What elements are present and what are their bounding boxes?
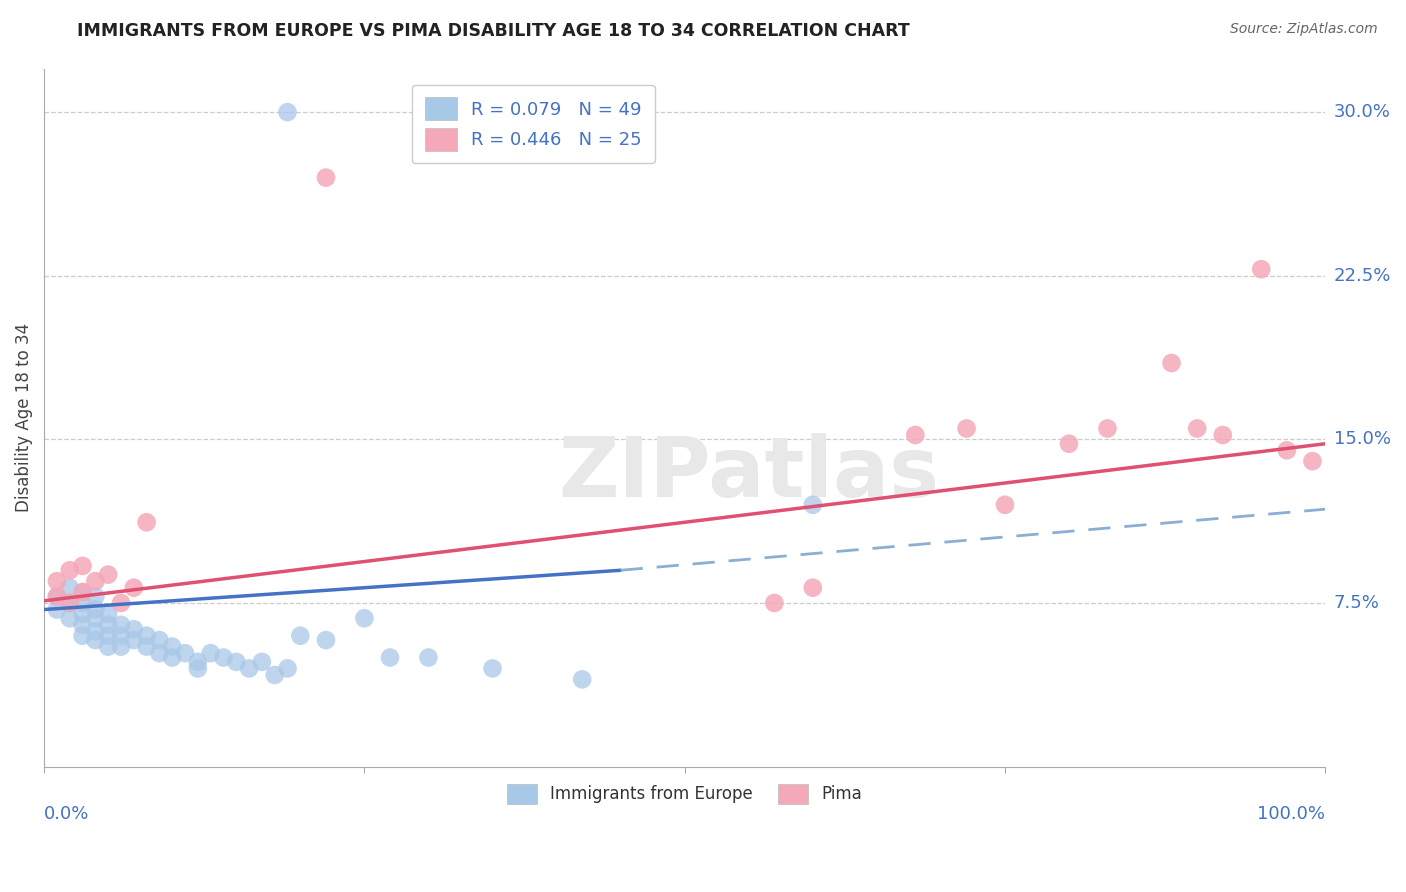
Point — [250, 655, 273, 669]
Legend: Immigrants from Europe, Pima: Immigrants from Europe, Pima — [501, 777, 869, 811]
Point — [110, 640, 132, 654]
Point — [122, 633, 145, 648]
Point — [84, 602, 107, 616]
Point — [135, 629, 157, 643]
Point — [72, 558, 94, 573]
Point — [72, 596, 94, 610]
Point — [212, 650, 235, 665]
Point — [72, 617, 94, 632]
Text: ZIPatlas: ZIPatlas — [558, 433, 939, 514]
Text: IMMIGRANTS FROM EUROPE VS PIMA DISABILITY AGE 18 TO 34 CORRELATION CHART: IMMIGRANTS FROM EUROPE VS PIMA DISABILIT… — [77, 22, 910, 40]
Point — [904, 428, 927, 442]
Text: 0.0%: 0.0% — [44, 805, 90, 823]
Point — [955, 421, 977, 435]
Point — [110, 596, 132, 610]
Point — [59, 581, 82, 595]
Point — [315, 170, 337, 185]
Text: Source: ZipAtlas.com: Source: ZipAtlas.com — [1230, 22, 1378, 37]
Point — [1185, 421, 1208, 435]
Point — [187, 655, 209, 669]
Point — [72, 629, 94, 643]
Point — [45, 574, 67, 589]
Text: 100.0%: 100.0% — [1257, 805, 1326, 823]
Point — [110, 617, 132, 632]
Point — [200, 646, 222, 660]
Text: 30.0%: 30.0% — [1334, 103, 1391, 121]
Point — [174, 646, 197, 660]
Point — [187, 661, 209, 675]
Point — [122, 581, 145, 595]
Point — [571, 673, 593, 687]
Text: 7.5%: 7.5% — [1334, 594, 1379, 612]
Point — [135, 516, 157, 530]
Point — [72, 585, 94, 599]
Point — [1250, 262, 1272, 277]
Point — [225, 655, 247, 669]
Point — [481, 661, 503, 675]
Point — [45, 602, 67, 616]
Point — [97, 607, 120, 621]
Point — [994, 498, 1017, 512]
Point — [801, 581, 824, 595]
Point — [84, 590, 107, 604]
Point — [290, 629, 312, 643]
Point — [277, 105, 299, 120]
Point — [353, 611, 375, 625]
Point — [97, 617, 120, 632]
Point — [238, 661, 260, 675]
Point — [97, 629, 120, 643]
Point — [801, 498, 824, 512]
Point — [1275, 443, 1298, 458]
Point — [97, 640, 120, 654]
Point — [84, 633, 107, 648]
Point — [1212, 428, 1234, 442]
Point — [418, 650, 440, 665]
Point — [59, 596, 82, 610]
Point — [84, 611, 107, 625]
Point — [315, 633, 337, 648]
Point — [148, 646, 170, 660]
Point — [122, 622, 145, 636]
Point — [97, 567, 120, 582]
Point — [135, 640, 157, 654]
Text: 15.0%: 15.0% — [1334, 430, 1391, 449]
Point — [45, 590, 67, 604]
Point — [72, 585, 94, 599]
Point — [148, 633, 170, 648]
Point — [277, 661, 299, 675]
Point — [1301, 454, 1323, 468]
Point — [84, 574, 107, 589]
Point — [1097, 421, 1119, 435]
Point — [378, 650, 401, 665]
Point — [59, 596, 82, 610]
Point — [72, 607, 94, 621]
Point — [1057, 436, 1080, 450]
Point — [1160, 356, 1182, 370]
Point — [160, 650, 183, 665]
Point — [763, 596, 786, 610]
Point — [59, 611, 82, 625]
Point — [45, 590, 67, 604]
Point — [59, 563, 82, 577]
Point — [110, 629, 132, 643]
Point — [263, 668, 285, 682]
Text: 22.5%: 22.5% — [1334, 267, 1391, 285]
Point — [160, 640, 183, 654]
Point — [84, 624, 107, 639]
Y-axis label: Disability Age 18 to 34: Disability Age 18 to 34 — [15, 323, 32, 512]
